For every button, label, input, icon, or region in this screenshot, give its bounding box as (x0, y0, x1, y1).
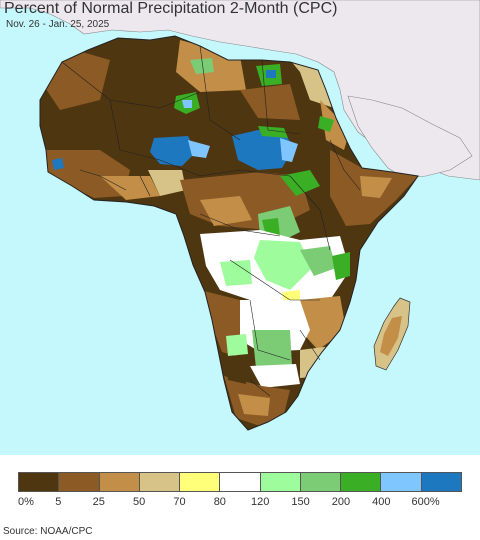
page-title: Percent of Normal Precipitation 2-Month … (4, 0, 338, 17)
legend-label: 600% (411, 496, 440, 508)
legend-swatch (220, 473, 261, 491)
date-range: Nov. 26 - Jan. 25, 2025 (6, 19, 110, 30)
legend-swatch (260, 473, 301, 491)
legend-swatch (99, 473, 140, 491)
legend-label: 50 (132, 496, 146, 508)
legend-swatch (421, 473, 461, 491)
legend-label: 150 (291, 496, 310, 508)
legend-swatch (139, 473, 181, 491)
color-legend (18, 472, 462, 492)
legend-label: 120 (250, 496, 270, 508)
legend-label: 5 (55, 496, 62, 508)
precipitation-map (0, 0, 480, 455)
legend-labels: 0% 5 25 50 70 80 120 150 200 400 600% (0, 496, 480, 510)
country-borders (61, 45, 361, 397)
source-credit: Source: NOAA/CPC (3, 526, 93, 537)
map-canvas (0, 0, 480, 455)
arabian-peninsula (347, 95, 473, 179)
legend-label: 80 (213, 496, 226, 508)
legend-swatch (180, 473, 221, 491)
legend-label: 25 (92, 496, 105, 508)
madagascar-dry (380, 316, 402, 356)
legend-label: 0% (18, 496, 34, 508)
legend-swatch (381, 473, 422, 491)
legend-label: 200 (331, 496, 351, 508)
legend-swatch (59, 473, 100, 491)
legend-swatch (341, 473, 382, 491)
legend-label: 70 (173, 496, 186, 508)
legend-swatch (300, 473, 342, 491)
legend-label: 400 (372, 496, 391, 508)
legend-swatch (19, 473, 60, 491)
